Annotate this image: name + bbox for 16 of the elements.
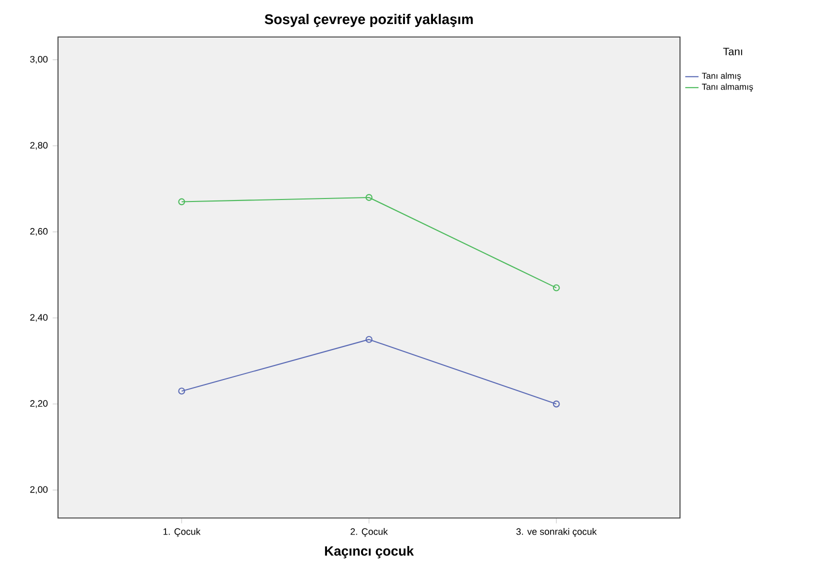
chart-title: Sosyal çevreye pozitif yaklaşım	[264, 14, 473, 27]
x-axis-title: Kaçıncı çocuk	[325, 546, 414, 558]
x-tick-label: 3. ve sonraki çocuk	[516, 528, 597, 537]
legend-label: Tanı almamış	[702, 83, 753, 92]
point	[366, 336, 372, 343]
y-tick-label: 2,80	[30, 142, 48, 150]
y-tick-label: 2,00	[30, 486, 48, 494]
x-tick-label: 1. Çocuk	[164, 528, 201, 537]
x-tick-label: 2. Çocuk	[350, 528, 388, 537]
y-tick-label: 2,20	[30, 400, 48, 408]
legend-title: Tanı	[723, 48, 742, 56]
legend-label: Tanı almış	[702, 72, 741, 81]
y-tick-label: 3,00	[30, 56, 48, 64]
point	[366, 194, 372, 201]
y-tick-label: 2,40	[30, 314, 48, 322]
y-tick-label: 2,60	[30, 228, 48, 236]
